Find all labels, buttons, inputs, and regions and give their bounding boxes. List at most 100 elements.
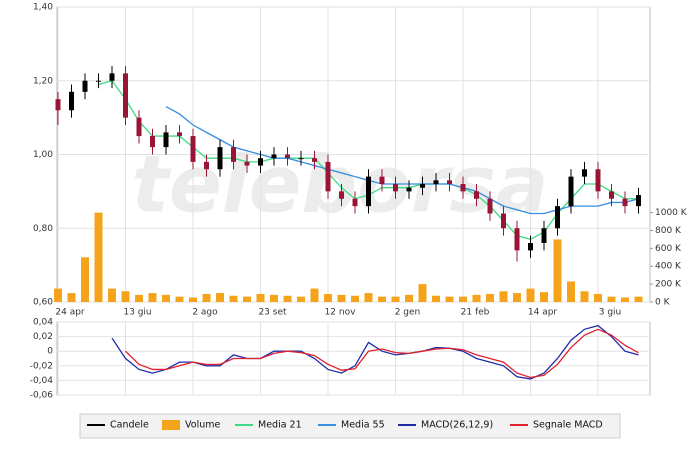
volume-bar <box>364 293 373 302</box>
legend-swatch <box>162 420 180 430</box>
volume-bar <box>202 293 211 302</box>
candle-body <box>501 213 506 229</box>
volume-bar <box>189 297 197 302</box>
volume-bar <box>540 292 548 302</box>
legend-label: Media 55 <box>341 420 385 431</box>
y-tick-label: 1,00 <box>33 150 53 160</box>
candle-body <box>109 73 115 81</box>
volume-bar <box>162 294 170 302</box>
macd-plot <box>56 321 651 396</box>
x-tick-label: 3 giu <box>599 308 622 318</box>
volume-bar <box>270 294 278 302</box>
candle-body <box>204 161 209 170</box>
volume-bar <box>580 291 589 302</box>
candle-body <box>258 158 263 166</box>
legend-label: Candele <box>110 420 149 431</box>
candle-body <box>514 228 520 251</box>
candle-body <box>312 158 317 162</box>
candle-body <box>528 243 533 251</box>
candle-body <box>298 158 304 160</box>
legend-label: MACD(26,12,9) <box>421 420 493 431</box>
legend-label: Volume <box>185 420 220 431</box>
volume-bar <box>486 293 494 302</box>
candle-body <box>325 161 331 192</box>
volume-bar <box>108 288 116 302</box>
candle-body <box>622 198 628 207</box>
legend-label: Media 21 <box>258 420 302 431</box>
candle-body <box>568 176 574 207</box>
candle-body <box>636 195 641 207</box>
y-tick-label: 0,80 <box>33 224 53 234</box>
candle-body <box>406 187 412 192</box>
y-tick-label: -0,06 <box>30 391 54 401</box>
volume-bar <box>216 293 224 302</box>
candle-body <box>96 80 101 82</box>
candle-body <box>217 147 223 170</box>
y2-tick-label: 1000 K <box>655 208 688 218</box>
volume-bar <box>459 296 467 302</box>
x-tick-label: 24 apr <box>55 308 85 318</box>
candle-body <box>595 169 601 192</box>
volume-bar <box>472 294 481 302</box>
candle-body <box>285 154 290 159</box>
y-tick-label: 0 <box>47 347 53 357</box>
volume-bar <box>553 239 562 302</box>
candle-body <box>582 169 587 177</box>
legend <box>79 413 621 439</box>
legend-items: Candele Volume Media 21 Media 55 MACD(26,12,… <box>87 420 603 431</box>
volume-bar <box>405 294 413 302</box>
volume-bar <box>391 296 400 302</box>
volume-bar <box>526 288 535 302</box>
candle-body <box>541 228 547 243</box>
candle-body <box>474 191 479 199</box>
candle-body <box>366 176 371 207</box>
candle-body <box>609 191 614 199</box>
x-tick-label: 12 nov <box>325 308 357 318</box>
candle-body <box>379 176 385 184</box>
volume-bar <box>81 257 89 302</box>
candle-body <box>271 154 277 159</box>
volume-bar <box>607 296 616 302</box>
y-tick-label: -0,02 <box>30 361 53 371</box>
y2-tick-label: 400 K <box>655 262 682 272</box>
volume-bar <box>310 288 319 302</box>
candle-body <box>420 184 425 188</box>
volume-bar <box>378 296 386 302</box>
x-tick-label: 14 apr <box>528 308 558 318</box>
y-tick-label: 1,20 <box>33 76 53 86</box>
volume-bar <box>256 293 265 302</box>
candle-body <box>487 198 493 214</box>
candle-body <box>555 206 560 229</box>
y2-tick-label: 800 K <box>655 226 682 236</box>
volume-bar <box>351 295 359 302</box>
x-tick-label: 23 set <box>258 308 287 318</box>
volume-bar <box>297 296 305 302</box>
candle-body <box>393 184 398 192</box>
volume-bar <box>634 296 643 302</box>
volume-bar <box>67 293 76 302</box>
x-tick-label: 2 gen <box>395 308 421 318</box>
volume-bar <box>283 295 292 302</box>
line-series <box>125 328 639 379</box>
volume-bar <box>499 291 508 302</box>
candle-body <box>177 132 182 137</box>
volume-bar <box>567 281 575 302</box>
legend-label: Segnale MACD <box>533 420 603 431</box>
x-tick-label: 13 giu <box>123 308 151 318</box>
candle-body <box>339 191 344 199</box>
volume-bar <box>621 297 629 302</box>
y-tick-label: 0,02 <box>33 332 53 342</box>
volume-bar <box>324 293 332 302</box>
volume-bar <box>432 295 440 302</box>
y2-tick-label: 200 K <box>655 280 682 290</box>
candle-body <box>123 73 128 118</box>
volume-bar <box>513 293 521 302</box>
candle-body <box>190 136 196 162</box>
candle-body <box>447 180 452 184</box>
y-tick-label: -0,04 <box>30 376 54 386</box>
candle-body <box>244 161 250 166</box>
volume-bar <box>229 295 238 302</box>
x-tick-label: 2 ago <box>192 308 218 318</box>
